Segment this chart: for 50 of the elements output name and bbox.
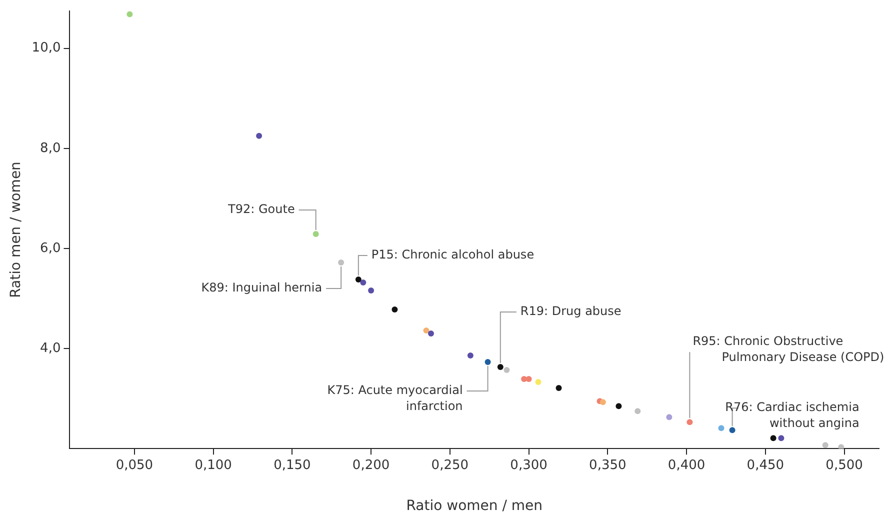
point	[686, 419, 693, 426]
point	[838, 444, 844, 449]
point	[616, 403, 622, 410]
x-tick-label: 0,350	[589, 458, 626, 473]
y-tick-label: 8,0	[40, 140, 61, 156]
point	[467, 352, 474, 359]
point	[355, 276, 362, 282]
point	[556, 385, 562, 392]
point	[360, 279, 366, 286]
x-tick-label: 0,450	[746, 458, 784, 473]
x-tick-label: 0,500	[826, 458, 863, 473]
y-tick-label: 10,0	[32, 40, 61, 56]
annotation: T92: Goute	[227, 202, 295, 216]
x-tick-label: 0,100	[194, 458, 232, 473]
point	[126, 11, 133, 18]
y-axis-title: Ratio men / women	[8, 162, 24, 298]
point	[600, 399, 606, 406]
annotation: R19: Drug abuse	[520, 304, 622, 318]
x-tick-label: 0,200	[352, 458, 390, 473]
point	[770, 435, 776, 442]
point	[256, 132, 262, 139]
point	[822, 442, 828, 448]
x-tick-label: 0,300	[510, 458, 548, 473]
point	[392, 306, 398, 313]
annotation: R76: Cardiac ischemia without angina	[725, 400, 860, 430]
point	[634, 408, 641, 414]
annotation: K89: Inguinal hernia	[201, 280, 322, 295]
x-tick-label: 0,150	[274, 458, 311, 473]
annotation: P15: Chronic alcohol abuse	[371, 248, 534, 262]
point	[666, 414, 672, 420]
point	[312, 230, 319, 237]
point	[368, 287, 374, 294]
point	[484, 359, 491, 366]
point	[338, 259, 344, 266]
annotation: R95: Chronic Obstructive Pulmonary Disease (COPD)	[692, 334, 884, 364]
point	[497, 364, 504, 370]
x-tick-label: 0,250	[431, 458, 469, 473]
annotation: K75: Acute myocardial infarction	[327, 383, 463, 414]
y-tick-label: 6,0	[40, 240, 61, 256]
point	[428, 330, 434, 337]
point	[535, 379, 542, 386]
x-axis-title: Ratio women / men	[406, 498, 543, 514]
x-tick-label: 0,400	[668, 458, 706, 473]
y-tick-label: 4,0	[40, 340, 61, 356]
point	[504, 367, 510, 374]
point	[778, 435, 784, 442]
point	[423, 328, 430, 334]
x-tick-label: 0,050	[116, 458, 154, 473]
point	[729, 427, 736, 434]
point	[718, 425, 724, 432]
